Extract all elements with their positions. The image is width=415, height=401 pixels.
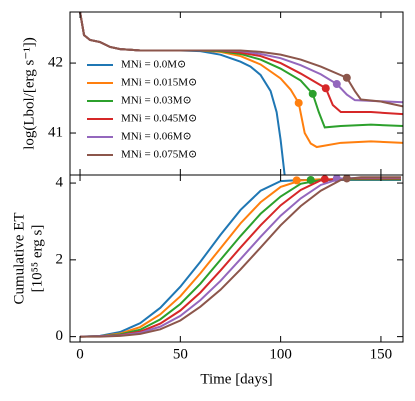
legend-label: MNi = 0.075M⊙ [121, 149, 197, 161]
axes-frame [69, 174, 404, 343]
y-axis-label: [10⁵⁵ erg s] [29, 225, 45, 293]
marker [332, 80, 341, 89]
plot-area [79, 12, 403, 175]
legend-label: MNi = 0.06M⊙ [121, 131, 192, 143]
x-tick-label: 100 [269, 346, 292, 362]
x-tick-label: 0 [76, 346, 84, 362]
y-tick-label: 2 [56, 251, 64, 267]
series-line [80, 176, 401, 338]
y-tick-label: 0 [56, 328, 64, 344]
marker [294, 98, 303, 107]
legend-label: MNi = 0.03M⊙ [121, 95, 192, 107]
y-tick-label: 42 [48, 55, 63, 71]
x-axis-label: Time [days] [200, 371, 272, 387]
y-axis-label: Cumulative ET [11, 212, 27, 304]
legend-label: MNi = 0.045M⊙ [121, 113, 197, 125]
marker [342, 73, 351, 82]
marker [292, 176, 301, 185]
marker [320, 175, 329, 184]
y-axis-label: log(Lbol/[erg s⁻¹]) [21, 37, 37, 150]
marker [306, 175, 315, 184]
x-tick-label: 150 [370, 346, 393, 362]
marker [321, 84, 330, 93]
series-line [79, 12, 403, 108]
y-tick-label: 4 [56, 174, 64, 190]
plot-area [79, 175, 401, 338]
axes-frame [69, 11, 404, 176]
legend-label: MNi = 0.0M⊙ [121, 59, 186, 71]
y-tick-label: 41 [48, 124, 63, 140]
series-line [80, 176, 401, 338]
x-tick-label: 50 [173, 346, 188, 362]
legend-label: MNi = 0.015M⊙ [121, 77, 197, 89]
series-line [80, 177, 401, 338]
marker [342, 175, 351, 183]
marker [308, 89, 317, 98]
